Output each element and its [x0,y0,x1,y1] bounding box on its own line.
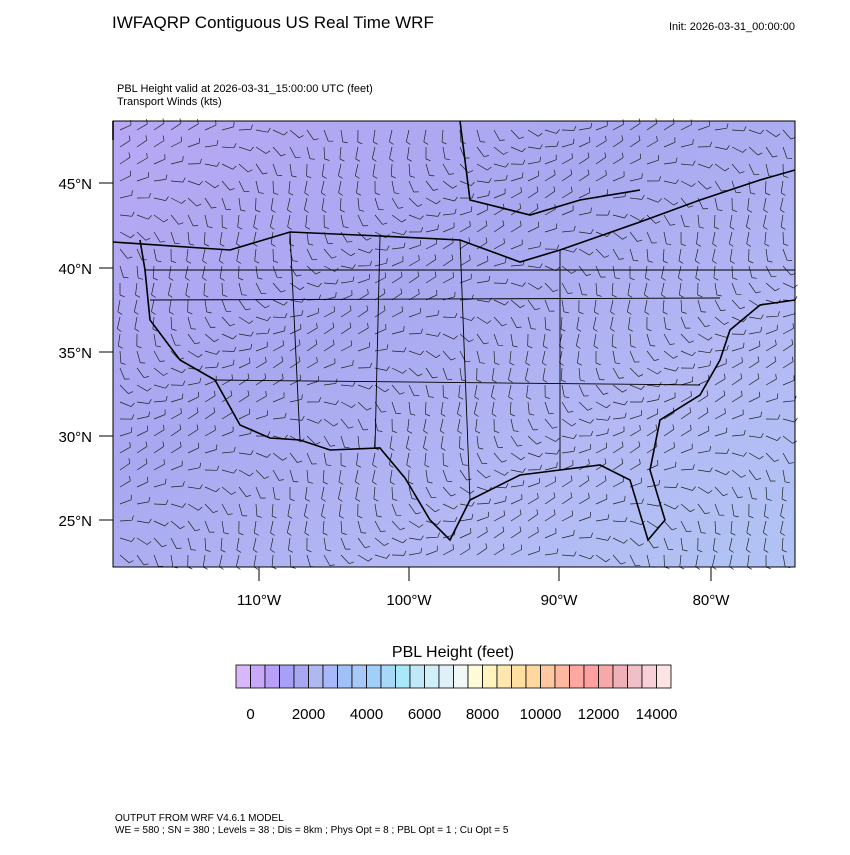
subtitle: Transport Winds (kts) [117,96,222,108]
colorbar-label: 14000 [636,706,678,723]
init-time: Init: 2026-03-31_00:00:00 [669,21,795,33]
lon-axis: 110°W 100°W 90°W 80°W [237,567,730,609]
colorbar-box [235,664,251,689]
colorbar-box [264,664,280,689]
colorbar-box [424,664,440,689]
footer: WE = 580 ; SN = 380 ; Levels = 38 ; Dis … [115,825,509,836]
colorbar-box [351,664,367,689]
lat-label: 45°N [58,176,92,193]
lat-label: 40°N [58,261,92,278]
colorbar-title: PBL Height (feet) [392,644,514,661]
colorbar-box [525,664,541,689]
colorbar-box [366,664,382,689]
map-field [113,121,795,567]
lon-label: 100°W [386,592,432,609]
colorbar-box [308,664,324,689]
colorbar-box [554,664,570,689]
wind-barbs [116,118,798,570]
colorbar-box [583,664,599,689]
lon-label: 110°W [237,592,282,609]
title: IWFAQRP Contiguous US Real Time WRF [112,13,434,32]
state-borders [145,231,795,501]
colorbar-box [337,664,353,689]
colorbar-label: 4000 [350,706,383,723]
colorbar-label: 2000 [292,706,325,723]
lon-label: 80°W [693,592,731,609]
colorbar-box [467,664,483,689]
colorbar-box [293,664,309,689]
lat-label: 25°N [58,513,92,530]
colorbar-label: 8000 [466,706,499,723]
colorbar-box [395,664,411,689]
colorbar-label: 12000 [578,706,620,723]
colorbar-box [656,664,672,689]
lat-axis: 45°N 40°N 35°N 30°N 25°N [58,176,113,530]
subtitle: PBL Height valid at 2026-03-31_15:00:00 … [117,83,373,95]
colorbar-box [409,664,425,689]
colorbar-box [511,664,527,689]
lat-label: 30°N [58,429,92,446]
colorbar-box [322,664,338,689]
colorbar-box [627,664,643,689]
map-frame [112,120,796,568]
colorbar-box [482,664,498,689]
colorbar-box [540,664,556,689]
colorbar-box [250,664,266,689]
colorbar-box [279,664,295,689]
colorbar-label: 6000 [408,706,441,723]
colorbar-box [438,664,454,689]
lat-label: 35°N [58,345,92,362]
colorbar-box [598,664,614,689]
colorbar-box [380,664,396,689]
lon-label: 90°W [541,592,579,609]
colorbar-label: 10000 [520,706,562,723]
barb-path [116,118,798,570]
colorbar-box [641,664,657,689]
colorbar: 0 2000 4000 6000 8000 10000 12000 14000 [235,664,678,723]
colorbar-box [453,664,469,689]
colorbar-label: 0 [246,706,254,723]
colorbar-box [496,664,512,689]
footer: OUTPUT FROM WRF V4.6.1 MODEL [115,813,284,824]
colorbar-box [569,664,585,689]
colorbar-box [612,664,628,689]
